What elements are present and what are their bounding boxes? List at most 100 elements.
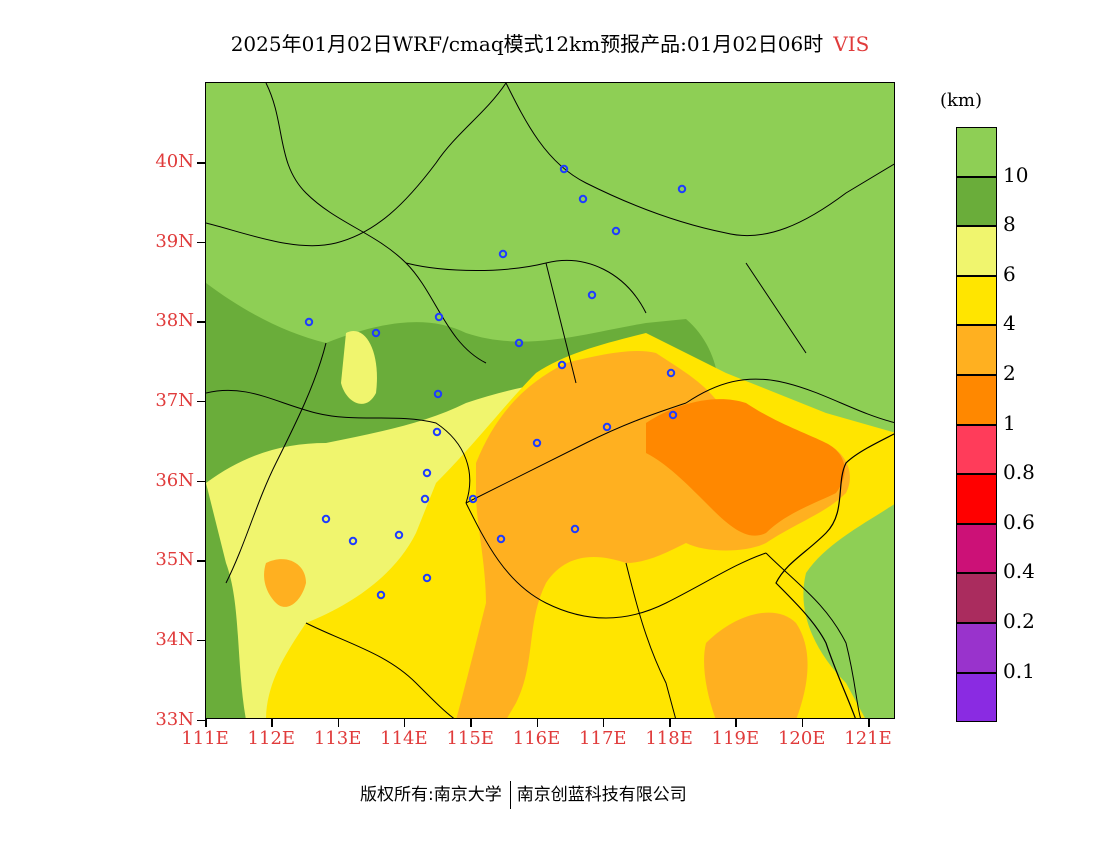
fill-green-east-coast — [803, 504, 894, 718]
lon-tick-mark — [271, 719, 273, 727]
footer-separator — [509, 781, 511, 809]
station-marker — [587, 290, 597, 300]
legend-swatch — [956, 226, 997, 276]
legend-swatch — [956, 424, 997, 475]
station-marker — [433, 389, 443, 399]
lon-tick-mark — [602, 719, 605, 727]
lon-tick-mark — [669, 719, 671, 727]
station-marker — [666, 368, 676, 378]
lon-tick-label: 117E — [579, 728, 627, 749]
station-marker — [578, 194, 588, 204]
legend-swatch — [956, 623, 997, 673]
visibility-map — [205, 82, 895, 719]
lat-tick-mark — [197, 639, 205, 642]
map-title: 2025年01月02日WRF/cmaq模式12km预报产品:01月02日06时 V… — [0, 28, 1100, 57]
lat-tick-label: 35N — [155, 549, 194, 571]
station-marker — [602, 422, 612, 432]
legend-label: 0.6 — [1003, 509, 1035, 534]
lat-tick-mark — [197, 719, 205, 722]
lat-tick-mark — [197, 321, 205, 323]
lat-tick-label: 33N — [155, 708, 194, 730]
station-marker — [611, 226, 621, 236]
station-marker — [559, 164, 569, 174]
station-marker — [532, 438, 542, 448]
legend-label: 0.4 — [1003, 559, 1035, 584]
fill-orange — [646, 399, 845, 536]
lat-tick-mark — [197, 480, 205, 483]
lat-tick-label: 38N — [155, 310, 194, 332]
lon-tick-mark — [205, 719, 207, 727]
legend-label: 2 — [1003, 361, 1016, 385]
station-marker — [348, 536, 358, 546]
legend-label: 10 — [1003, 162, 1029, 187]
lon-tick-label: 120E — [777, 728, 826, 749]
legend-label: 6 — [1003, 261, 1016, 286]
legend-swatch — [956, 275, 997, 326]
lon-tick-mark — [337, 719, 340, 727]
station-marker — [420, 494, 430, 504]
station-marker — [496, 534, 506, 544]
lat-tick-label: 39N — [155, 230, 194, 252]
station-marker — [668, 410, 678, 420]
station-marker — [570, 524, 580, 534]
station-marker — [677, 184, 687, 194]
legend-swatch — [956, 523, 997, 574]
legend-swatch — [956, 325, 997, 375]
lon-tick-mark — [801, 719, 804, 727]
lon-tick-label: 118E — [645, 728, 693, 749]
lon-tick-label: 121E — [844, 728, 892, 749]
legend-label: 0.1 — [1003, 658, 1035, 683]
copyright-text: 版权所有:南京大学 — [360, 785, 502, 805]
station-marker — [304, 317, 314, 327]
station-marker — [376, 590, 386, 600]
station-marker — [468, 494, 478, 504]
lat-tick-label: 34N — [155, 628, 194, 650]
station-marker — [371, 328, 381, 338]
fill-light-orange-west — [264, 559, 306, 607]
lon-tick-label: 114E — [380, 728, 428, 749]
fill-light-yellow-north — [341, 331, 377, 404]
station-marker — [321, 514, 331, 524]
lon-tick-label: 113E — [313, 728, 362, 749]
station-marker — [394, 530, 404, 540]
map-canvas — [206, 83, 894, 718]
lon-tick-mark — [868, 719, 870, 727]
station-marker — [498, 249, 508, 259]
lon-tick-mark — [536, 719, 538, 727]
monitoring-stations — [304, 164, 687, 600]
lat-tick-mark — [197, 560, 205, 562]
lon-tick-mark — [470, 719, 472, 727]
legend-swatch — [956, 127, 997, 177]
footer: 版权所有:南京大学 南京创蓝科技有限公司 — [360, 780, 687, 809]
coastline — [775, 433, 894, 718]
lat-tick-label: 37N — [155, 389, 194, 411]
lon-tick-label: 116E — [512, 728, 561, 749]
station-marker — [432, 427, 442, 437]
lon-tick-label: 119E — [711, 728, 760, 749]
station-marker — [557, 360, 567, 370]
lon-tick-mark — [735, 719, 737, 727]
legend-unit: (km) — [940, 90, 983, 111]
title-main: 2025年01月02日WRF/cmaq模式12km预报产品:01月02日06时 — [230, 32, 824, 56]
lat-tick-mark — [197, 400, 205, 403]
lat-tick-mark — [197, 241, 205, 244]
station-marker — [434, 312, 444, 322]
legend-label: 0.2 — [1003, 609, 1035, 633]
station-marker — [514, 338, 524, 348]
lon-tick-label: 112E — [247, 728, 296, 749]
station-marker — [422, 573, 432, 583]
fill-light-orange-south — [704, 612, 808, 718]
lat-tick-label: 40N — [155, 151, 194, 172]
legend-swatch — [956, 375, 997, 425]
legend-swatch — [956, 474, 997, 524]
lon-tick-label: 111E — [181, 728, 229, 749]
legend-swatch — [956, 176, 997, 227]
lat-tick-label: 36N — [155, 469, 194, 491]
company-text: 南京创蓝科技有限公司 — [516, 785, 687, 805]
station-marker — [422, 468, 432, 478]
lon-tick-label: 115E — [446, 728, 494, 749]
province-boundaries — [206, 83, 894, 718]
lon-tick-mark — [403, 719, 406, 727]
legend-label: 1 — [1003, 410, 1016, 435]
legend-swatch — [956, 672, 997, 723]
